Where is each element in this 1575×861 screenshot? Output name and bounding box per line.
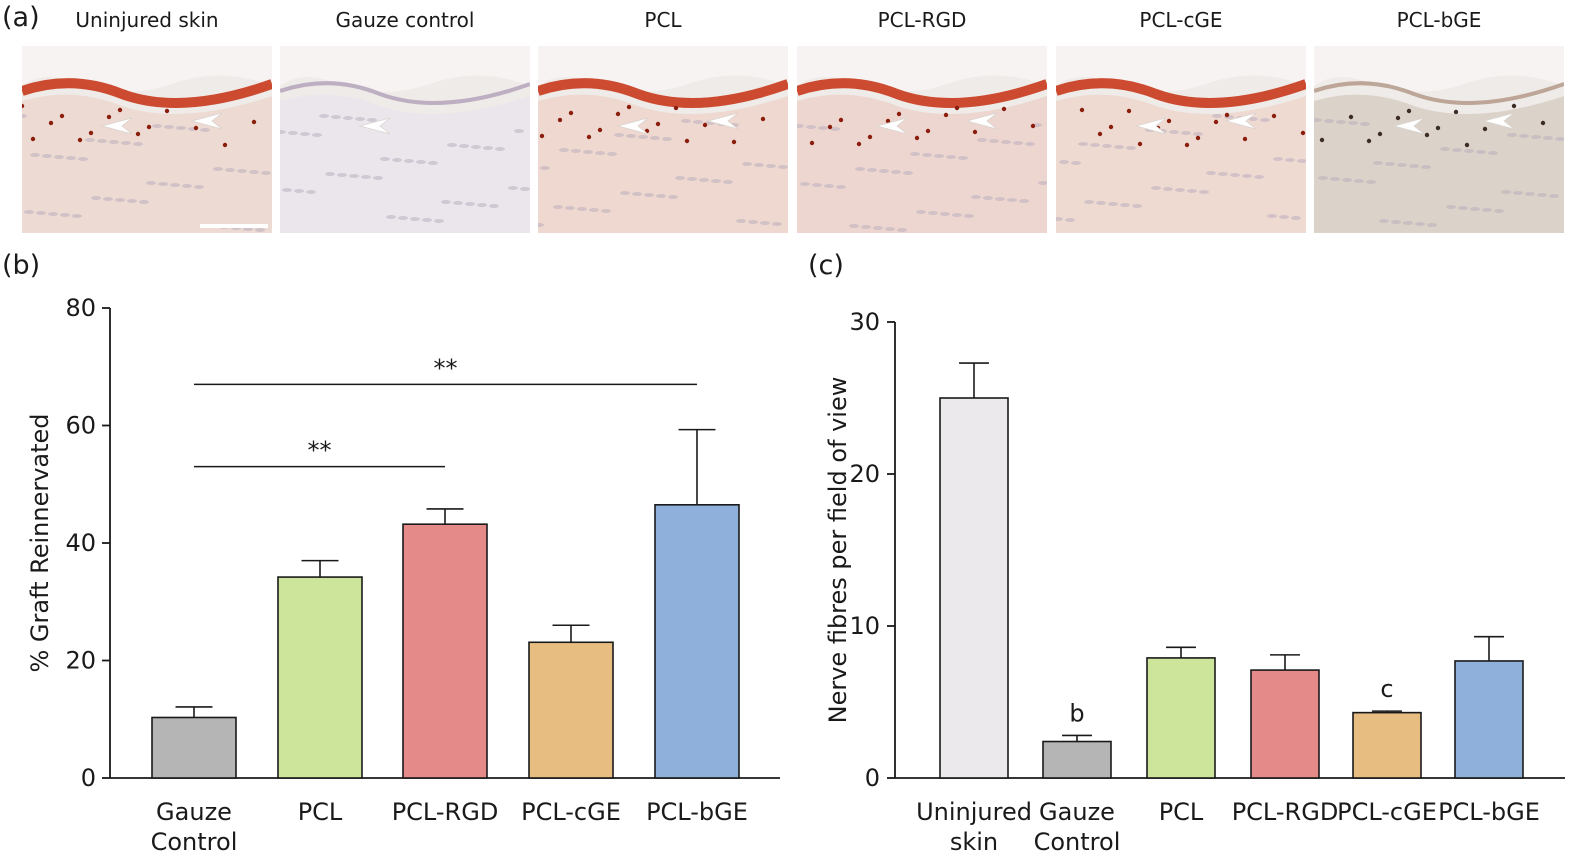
micrograph-image — [1314, 46, 1564, 233]
x-tick-label: PCL-bGE — [1438, 798, 1540, 826]
x-tick-label: PCL — [298, 798, 343, 826]
x-tick-label: PCL-cGE — [521, 798, 621, 826]
bar — [1042, 740, 1112, 779]
y-tick-label: 20 — [849, 460, 880, 488]
micrograph-title: PCL-cGE — [1139, 8, 1223, 32]
micrograph-image — [22, 46, 272, 233]
x-tick-label: Control — [151, 828, 238, 856]
significance-label: ** — [434, 354, 458, 382]
x-tick-label: PCL-RGD — [392, 798, 499, 826]
micrograph-title: PCL — [644, 8, 682, 32]
x-tick-label: PCL — [1159, 798, 1204, 826]
panel-a-label: (a) — [2, 2, 40, 33]
y-tick-label: 30 — [849, 308, 880, 336]
bar — [402, 523, 488, 779]
bar — [1250, 669, 1320, 779]
bar — [654, 504, 740, 779]
bar — [1146, 657, 1216, 779]
panel-b-label: (b) — [2, 250, 41, 281]
y-tick-label: 20 — [65, 647, 96, 675]
x-tick-label: skin — [950, 828, 998, 856]
x-tick-label: Uninjured — [916, 798, 1032, 826]
y-tick-label: 0 — [865, 764, 880, 792]
y-tick-label: 0 — [81, 764, 96, 792]
bar-annotation: c — [1380, 675, 1393, 703]
x-tick-label: PCL-cGE — [1337, 798, 1437, 826]
micrograph-image — [797, 46, 1047, 233]
bar — [151, 716, 237, 779]
bar — [277, 576, 363, 779]
y-tick-label: 40 — [65, 529, 96, 557]
y-axis-label: Nerve fibres per field of view — [824, 377, 852, 724]
y-tick-label: 10 — [849, 612, 880, 640]
x-tick-label: PCL-bGE — [646, 798, 748, 826]
y-tick-label: 80 — [65, 294, 96, 322]
y-tick-label: 60 — [65, 412, 96, 440]
bar-annotation: b — [1069, 699, 1084, 727]
x-tick-label: Control — [1034, 828, 1121, 856]
chart-b-graft-reinnervated: 0 20 40 60 80 % Graft Reinnervated GauzeContro… — [26, 294, 780, 856]
bar — [1454, 660, 1524, 779]
micrograph-image — [538, 46, 788, 233]
micrograph-title: PCL-RGD — [877, 8, 967, 32]
micrograph-title: Gauze control — [335, 8, 475, 32]
micrograph-title: PCL-bGE — [1396, 8, 1482, 32]
bar — [528, 641, 614, 779]
bar — [939, 397, 1009, 779]
micrograph-image — [1056, 46, 1306, 233]
x-tick-label: Gauze — [156, 798, 232, 826]
micrograph-image — [280, 46, 530, 233]
micrograph-title: Uninjured skin — [75, 8, 219, 32]
x-tick-label: Gauze — [1039, 798, 1115, 826]
significance-label: ** — [308, 437, 332, 465]
bar — [1352, 711, 1422, 779]
y-axis-label: % Graft Reinnervated — [26, 413, 54, 672]
x-tick-label: PCL-RGD — [1232, 798, 1339, 826]
panel-c-label: (c) — [808, 250, 844, 281]
